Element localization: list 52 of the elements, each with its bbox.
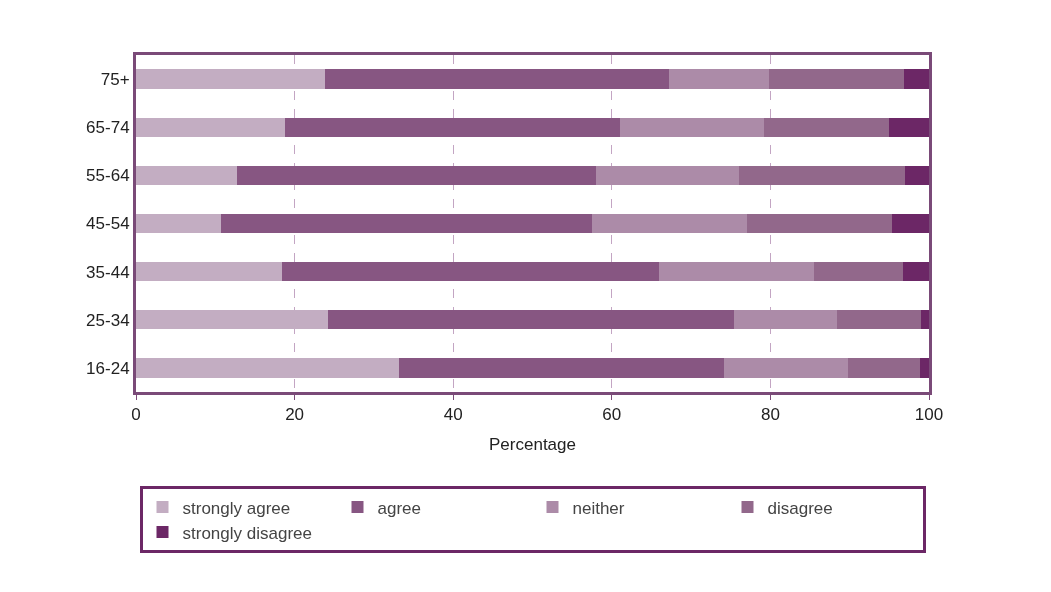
bar xyxy=(136,165,237,185)
y-tick-label: 65-74 xyxy=(86,118,130,138)
bar xyxy=(903,69,929,89)
x-tick-label: 100 xyxy=(914,405,944,425)
bar xyxy=(891,213,929,234)
bar xyxy=(659,262,815,282)
bar xyxy=(236,165,596,185)
bar xyxy=(837,310,922,330)
bar xyxy=(324,69,669,89)
bar xyxy=(746,213,892,234)
y-tick-label: 16-24 xyxy=(86,358,130,378)
bar xyxy=(920,358,929,378)
bar xyxy=(889,117,929,137)
bar xyxy=(905,165,929,185)
bar xyxy=(285,117,620,137)
y-tick-label: 35-44 xyxy=(86,262,130,282)
bar xyxy=(591,213,747,234)
bar xyxy=(327,310,734,330)
y-tick-label: 45-54 xyxy=(86,214,130,234)
legend-label: agree xyxy=(377,498,421,518)
bar xyxy=(814,262,903,282)
bar xyxy=(764,117,890,137)
bar xyxy=(220,213,592,234)
bar xyxy=(595,165,739,185)
bar xyxy=(136,213,221,234)
x-tick-label: 0 xyxy=(131,405,141,425)
bar xyxy=(738,165,906,185)
bar xyxy=(668,69,769,89)
x-tick-label: 40 xyxy=(443,405,463,425)
y-tick-label: 25-34 xyxy=(86,310,130,330)
bar xyxy=(281,262,660,282)
legend-label: strongly disagree xyxy=(182,523,312,543)
bar xyxy=(768,69,904,89)
bar xyxy=(723,358,849,378)
bar xyxy=(136,117,286,137)
legend-label: strongly agree xyxy=(182,498,291,518)
x-tick-label: 20 xyxy=(285,405,305,425)
y-tick-label: 75+ xyxy=(100,70,130,90)
bar xyxy=(136,69,325,89)
bar xyxy=(136,262,282,282)
bar xyxy=(921,310,929,330)
y-tick-label: 55-64 xyxy=(86,166,130,186)
legend-label: neither xyxy=(572,498,625,518)
x-tick-label: 80 xyxy=(760,405,780,425)
bar xyxy=(619,117,765,137)
x-tick-label: 60 xyxy=(602,405,622,425)
bar xyxy=(902,262,929,282)
legend-label: disagree xyxy=(767,498,833,518)
bar xyxy=(733,310,838,330)
bar xyxy=(848,358,921,378)
x-axis-title: Percentage xyxy=(489,434,576,454)
bar xyxy=(399,358,724,378)
